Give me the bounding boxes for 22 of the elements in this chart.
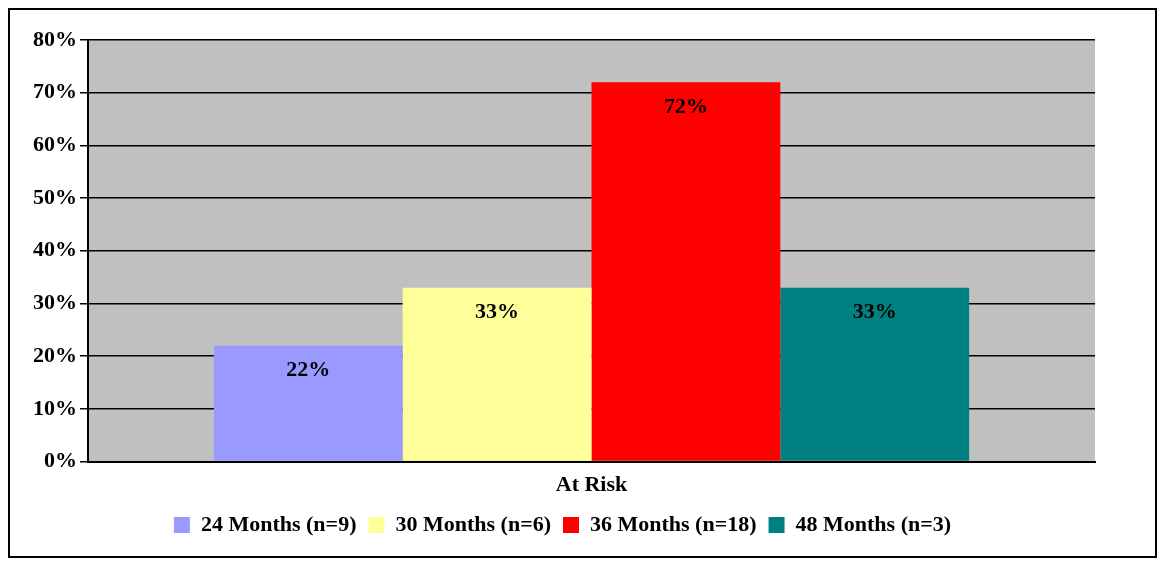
data-label: 33% [475, 298, 520, 324]
y-tick-label: 70% [33, 78, 77, 104]
x-tick-label: At Risk [555, 471, 629, 497]
bar [780, 287, 970, 461]
y-tick-label: 80% [33, 25, 77, 51]
y-tick-label: 10% [33, 394, 77, 420]
y-tick-label: 60% [33, 131, 77, 157]
y-tick-label: 20% [33, 341, 77, 367]
legend-label: 48 Months (n=3) [795, 510, 952, 536]
legend-label: 30 Months (n=6) [395, 510, 551, 536]
legend-label: 24 Months (n=9) [200, 510, 357, 536]
bar [402, 287, 592, 461]
data-label: 72% [663, 92, 708, 118]
y-tick-label: 0% [44, 447, 77, 473]
data-label: 22% [286, 356, 331, 382]
data-label: 33% [852, 298, 897, 324]
bar [213, 345, 403, 461]
legend-label: 36 Months (n=18) [590, 510, 757, 536]
y-tick-label: 30% [33, 289, 77, 315]
y-tick-label: 50% [33, 183, 77, 209]
bar [591, 82, 781, 461]
y-tick-label: 40% [33, 236, 77, 262]
